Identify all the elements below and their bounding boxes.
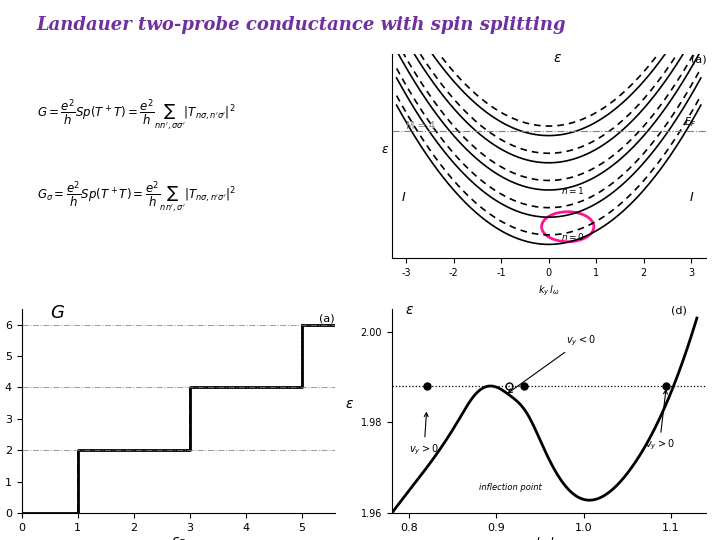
Text: $v_y < 0$: $v_y < 0$ <box>508 334 595 393</box>
X-axis label: $k_y\, l_\omega$: $k_y\, l_\omega$ <box>535 536 562 540</box>
Text: $n=1$: $n=1$ <box>561 185 585 196</box>
Text: Landauer two-probe conductance with spin splitting: Landauer two-probe conductance with spin… <box>36 16 566 34</box>
Text: M = 4: M = 4 <box>406 122 435 131</box>
Text: $I$: $I$ <box>689 191 694 204</box>
Text: inflection point: inflection point <box>479 483 541 492</box>
Text: $G_\sigma = \dfrac{e^2}{h} Sp(T^+T) = \dfrac{e^2}{h} \sum_{nn',\sigma'} |T_{n\si: $G_\sigma = \dfrac{e^2}{h} Sp(T^+T) = \d… <box>37 179 236 215</box>
Text: $G$: $G$ <box>50 305 65 322</box>
Text: $v_y > 0$: $v_y > 0$ <box>644 390 674 452</box>
X-axis label: $\varepsilon_F$: $\varepsilon_F$ <box>171 536 186 540</box>
Text: $E_F$: $E_F$ <box>684 116 696 130</box>
Text: $G = \dfrac{e^2}{h} Sp(T^+T) = \dfrac{e^2}{h} \sum_{nn',\sigma\sigma'} |T_{n\sig: $G = \dfrac{e^2}{h} Sp(T^+T) = \dfrac{e^… <box>37 97 235 133</box>
Text: $n=0$: $n=0$ <box>561 231 585 242</box>
Text: (d): (d) <box>671 306 687 315</box>
Text: $\varepsilon$: $\varepsilon$ <box>405 302 414 316</box>
Y-axis label: $\varepsilon$: $\varepsilon$ <box>381 143 389 156</box>
Text: $v_y > 0$: $v_y > 0$ <box>409 413 439 457</box>
Text: (a): (a) <box>691 54 707 64</box>
Text: $I$: $I$ <box>401 191 407 204</box>
Text: $\varepsilon$: $\varepsilon$ <box>554 51 562 65</box>
Text: (a): (a) <box>318 314 334 323</box>
X-axis label: $k_y\, l_\omega$: $k_y\, l_\omega$ <box>538 284 559 298</box>
Y-axis label: $\varepsilon$: $\varepsilon$ <box>345 397 354 411</box>
